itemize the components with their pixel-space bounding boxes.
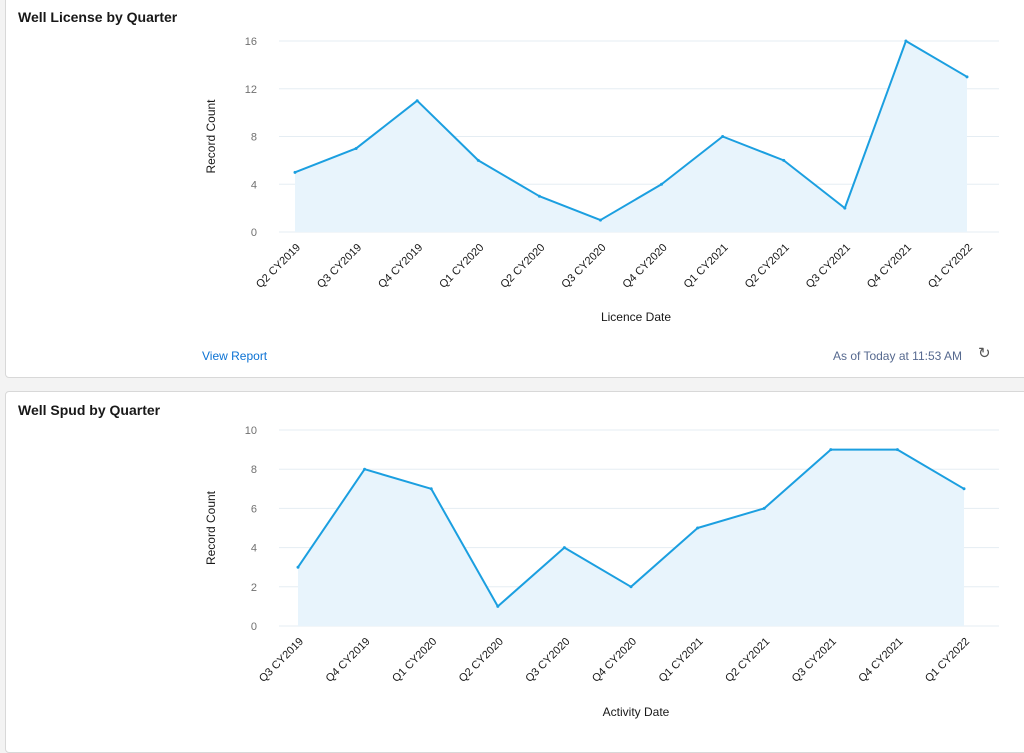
data-point xyxy=(598,218,602,222)
refresh-timestamp: As of Today at 11:53 AM xyxy=(833,349,962,363)
y-tick-label: 0 xyxy=(251,227,257,239)
data-point xyxy=(895,448,899,452)
data-point xyxy=(782,158,786,162)
x-axis-label: Activity Date xyxy=(603,705,670,719)
y-tick-label: 12 xyxy=(245,84,257,96)
x-tick-label: Q3 CY2021 xyxy=(790,636,839,685)
x-tick-label: Q2 CY2020 xyxy=(498,242,547,291)
x-tick-label: Q4 CY2021 xyxy=(856,636,905,685)
x-tick-label: Q1 CY2020 xyxy=(390,636,439,685)
data-point xyxy=(829,448,833,452)
y-tick-label: 0 xyxy=(251,621,257,633)
data-point xyxy=(965,75,969,79)
data-point xyxy=(296,565,300,569)
x-tick-label: Q4 CY2020 xyxy=(590,636,639,685)
x-tick-label: Q3 CY2020 xyxy=(559,242,608,291)
data-point xyxy=(429,487,433,491)
x-tick-label: Q1 CY2021 xyxy=(657,636,706,685)
x-tick-label: Q2 CY2021 xyxy=(743,242,792,291)
x-tick-label: Q4 CY2019 xyxy=(376,242,425,291)
y-tick-label: 6 xyxy=(251,503,257,515)
x-tick-label: Q1 CY2020 xyxy=(437,242,486,291)
x-tick-label: Q3 CY2021 xyxy=(804,242,853,291)
x-tick-label: Q4 CY2021 xyxy=(865,242,914,291)
y-tick-label: 8 xyxy=(251,132,257,144)
y-axis-label: Record Count xyxy=(204,490,218,565)
y-tick-label: 2 xyxy=(251,582,257,594)
y-tick-label: 4 xyxy=(251,179,257,191)
data-point xyxy=(660,182,664,186)
data-point xyxy=(363,467,367,471)
data-point xyxy=(562,546,566,550)
well-spud-chart: 0 2 4 6 8 10 Q3 CY2019 Q4 CY2019 Q1 CY2020 Q2 CY2… xyxy=(204,425,999,719)
chart-title: Well Spud by Quarter xyxy=(18,402,161,418)
x-tick-label: Q4 CY2020 xyxy=(621,242,670,291)
data-point xyxy=(354,146,358,150)
refresh-icon[interactable]: ↻ xyxy=(978,345,991,362)
x-tick-label: Q4 CY2019 xyxy=(324,636,373,685)
data-point xyxy=(293,170,297,174)
well-license-card: Well License by Quarter 0 4 8 12 16 Q2 CY2019… xyxy=(5,0,1024,378)
data-point xyxy=(904,39,908,43)
data-point xyxy=(629,585,633,589)
data-point xyxy=(415,99,419,103)
data-point xyxy=(537,194,541,198)
x-tick-label: Q1 CY2021 xyxy=(682,242,731,291)
data-point xyxy=(476,158,480,162)
x-tick-label: Q3 CY2020 xyxy=(523,636,572,685)
chart-title: Well License by Quarter xyxy=(18,9,178,25)
data-point xyxy=(721,135,725,138)
y-tick-label: 10 xyxy=(245,425,257,437)
data-point xyxy=(496,604,500,608)
well-spud-card: Well Spud by Quarter 0 2 4 6 8 10 Q3 CY2019 Q4 … xyxy=(5,391,1024,753)
data-point xyxy=(962,487,966,491)
data-point xyxy=(762,506,766,510)
x-tick-label: Q3 CY2019 xyxy=(315,242,364,291)
x-tick-label: Q2 CY2021 xyxy=(723,636,772,685)
x-tick-label: Q2 CY2020 xyxy=(457,636,506,685)
x-axis-label: Licence Date xyxy=(601,310,671,324)
y-tick-label: 16 xyxy=(245,36,257,48)
area-fill xyxy=(295,41,967,232)
data-point xyxy=(843,206,847,210)
y-tick-label: 8 xyxy=(251,464,257,476)
x-tick-label: Q2 CY2019 xyxy=(254,242,303,291)
x-tick-label: Q1 CY2022 xyxy=(926,242,975,291)
x-tick-label: Q3 CY2019 xyxy=(257,636,306,685)
y-axis-label: Record Count xyxy=(204,99,218,174)
view-report-link[interactable]: View Report xyxy=(202,349,268,363)
data-point xyxy=(696,526,700,530)
y-tick-label: 4 xyxy=(251,543,257,555)
x-tick-label: Q1 CY2022 xyxy=(923,636,972,685)
series-line xyxy=(294,40,968,222)
area-fill xyxy=(298,449,964,626)
